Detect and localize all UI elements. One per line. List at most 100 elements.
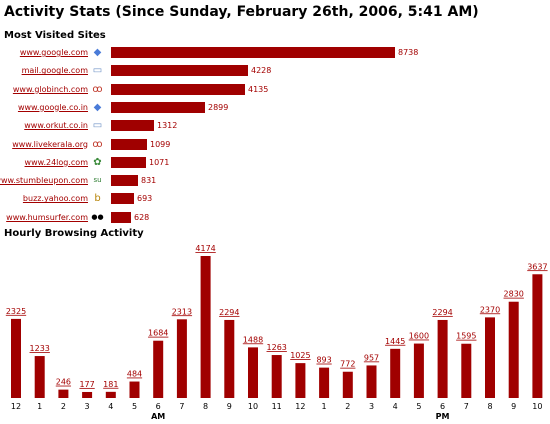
hour-bar (34, 356, 45, 398)
site-row: www.humsurfer.com ●● 628 (0, 211, 550, 225)
site-visits-count: 1071 (149, 157, 170, 167)
hour-bar (82, 391, 93, 398)
hour-value-label: 181 (103, 380, 118, 389)
hour-bar (319, 367, 330, 398)
swirl-icon: ꝏ (92, 138, 103, 150)
hour-value-label: 2325 (6, 307, 26, 316)
dots-icon: ●● (91, 212, 104, 221)
hour-tick-label: 7 (179, 402, 184, 411)
site-visits-bar (111, 120, 154, 132)
hour-value-label: 484 (127, 370, 142, 379)
site-link[interactable]: buzz.yahoo.com (22, 194, 88, 204)
hour-tick-label: 1 (37, 402, 42, 411)
hour-bar (105, 391, 116, 398)
hour-tick-label: 10 (532, 402, 542, 411)
am-label: AM (151, 412, 165, 421)
site-visits-count: 8738 (398, 48, 419, 57)
hourly-heading: Hourly Browsing Activity (4, 228, 144, 239)
site-link[interactable]: www.google.co.in (17, 102, 88, 112)
site-row: www.stumbleupon.com su 831 (0, 174, 550, 188)
hour-tick-label: 1 (322, 402, 327, 411)
hour-bar (200, 256, 211, 398)
site-visits-bar (111, 156, 146, 168)
hour-bar (11, 318, 21, 398)
site-visits-count: 693 (137, 194, 153, 204)
hour-value-label: 1595 (456, 332, 476, 341)
hour-bar (248, 347, 258, 398)
hour-tick-label: 4 (393, 402, 398, 411)
hour-tick-label: 8 (487, 402, 492, 411)
hour-tick-label: 9 (511, 402, 516, 411)
hour-value-label: 957 (364, 353, 379, 362)
hour-bar (485, 317, 495, 398)
hour-bar (532, 274, 543, 398)
hour-value-label: 2294 (219, 308, 239, 317)
hour-tick-label: 9 (227, 402, 232, 411)
hour-bar (508, 301, 519, 398)
hour-tick-label: 5 (132, 402, 137, 411)
hour-bar (176, 319, 187, 398)
site-visits-bar (111, 47, 395, 58)
most-visited-heading: Most Visited Sites (4, 30, 106, 41)
hour-tick-label: 10 (248, 402, 258, 411)
site-link[interactable]: www.orkut.co.in (24, 121, 88, 131)
hour-tick-label: 2 (61, 402, 66, 411)
site-visits-bar (111, 193, 134, 205)
hour-tick-label: 8 (203, 402, 208, 411)
site-link[interactable]: www.stumbleupon.com (0, 176, 88, 186)
site-visits-bar (111, 65, 248, 77)
site-visits-bar (111, 138, 147, 150)
hour-bar (413, 343, 424, 398)
swirl-icon: ꝏ (92, 83, 103, 95)
site-row: www.orkut.co.in ▭ 1312 (0, 119, 550, 133)
site-visits-count: 4228 (251, 66, 272, 76)
hour-bar (437, 319, 448, 398)
site-visits-count: 2899 (208, 102, 229, 112)
hour-value-label: 177 (79, 380, 94, 389)
hour-value-label: 2313 (172, 307, 192, 316)
site-link[interactable]: www.humsurfer.com (6, 212, 88, 222)
hour-tick-label: 12 (11, 402, 21, 411)
site-link[interactable]: www.24log.com (24, 157, 88, 167)
site-visits-bar (111, 175, 138, 187)
hour-value-label: 1233 (30, 344, 50, 353)
hour-bar (366, 365, 377, 398)
site-visits-count: 1312 (157, 121, 178, 131)
hour-value-label: 1600 (409, 332, 429, 341)
site-link[interactable]: www.livekerala.org (12, 139, 88, 149)
site-row: www.livekerala.org ꝏ 1099 (0, 138, 550, 152)
site-row: mail.google.com ▭ 4228 (0, 64, 550, 78)
hour-tick-label: 7 (464, 402, 469, 411)
hour-value-label: 1684 (148, 329, 168, 338)
hour-tick-label: 5 (416, 402, 421, 411)
hour-bar (58, 389, 69, 398)
hour-tick-label: 6 (440, 402, 445, 411)
hour-tick-label: 3 (85, 402, 90, 411)
site-visits-bar (111, 101, 205, 113)
site-visits-count: 628 (134, 212, 150, 222)
hour-bar (390, 348, 401, 398)
site-link[interactable]: mail.google.com (21, 66, 88, 76)
hour-value-label: 2370 (480, 305, 500, 314)
hour-value-label: 1488 (243, 335, 263, 344)
site-link[interactable]: www.google.com (19, 48, 88, 57)
site-visits-bar (111, 211, 131, 223)
site-row: www.24log.com ✿ 1071 (0, 156, 550, 170)
google-icon: ◆ (93, 101, 102, 113)
site-row: buzz.yahoo.com b 693 (0, 192, 550, 206)
bird-icon: ✿ (93, 156, 102, 168)
site-link[interactable]: www.globinch.com (12, 84, 88, 94)
site-visits-count: 1099 (150, 139, 171, 149)
site-row: www.google.co.in ◆ 2899 (0, 101, 550, 115)
hour-tick-label: 4 (108, 402, 113, 411)
pm-label: PM (436, 412, 450, 421)
hour-tick-label: 2 (345, 402, 350, 411)
hour-value-label: 893 (316, 356, 331, 365)
stumbleupon-icon: su (93, 176, 102, 185)
page-title: Activity Stats (Since Sunday, February 2… (4, 4, 479, 20)
hour-tick-label: 12 (295, 402, 305, 411)
hour-value-label: 4174 (195, 244, 215, 253)
hour-value-label: 1025 (290, 351, 310, 360)
site-row: www.google.com ◆ 8738 (0, 46, 550, 60)
hour-bar (342, 371, 353, 398)
